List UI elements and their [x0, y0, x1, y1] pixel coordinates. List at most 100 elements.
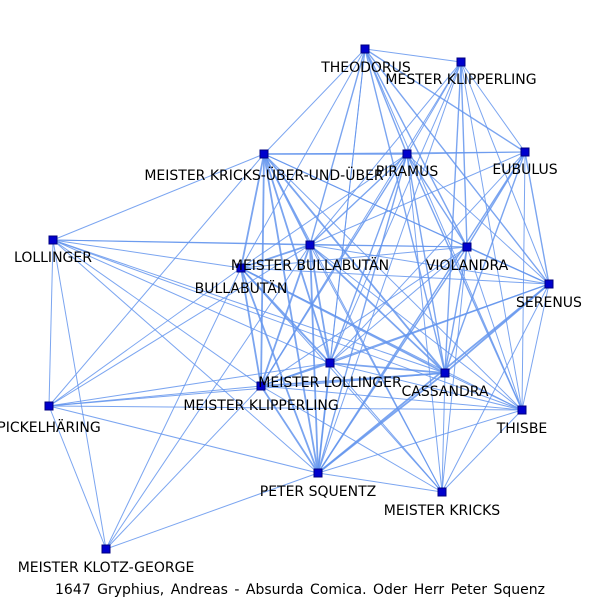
edge-theodorus-eubulus — [364, 48, 526, 153]
edge-bullabutaen-thisbe — [240, 267, 523, 411]
edge-pirmus-bullabutaen — [240, 153, 408, 269]
node-eubulus — [520, 147, 530, 157]
node-label-squentz: PETER SQUENTZ — [260, 484, 376, 500]
edge-lollinger-bullabutaen — [52, 239, 242, 269]
edge-eubulus-serenus — [524, 151, 550, 285]
node-label-theodorus: THEODORUS — [320, 60, 411, 76]
edge-thisbe-kricks — [441, 409, 523, 493]
edge-theodorus-mester_klipperling — [364, 48, 462, 63]
node-label-lollinger: LOLLINGER — [14, 250, 92, 266]
edge-lollinger_m-kricks — [329, 362, 443, 493]
node-layer — [44, 44, 554, 554]
edge-mester_klipperling-squentz — [317, 61, 462, 474]
edge-theodorus-kricks_ueber — [263, 48, 366, 155]
edge-pirmus-lollinger_m — [329, 153, 408, 364]
node-mester_klipperling — [456, 57, 466, 67]
edge-bullabutaen_m-violandra — [309, 244, 468, 248]
node-squentz — [313, 468, 323, 478]
edge-bullabutaen_m-thisbe — [309, 244, 523, 411]
node-kricks — [437, 487, 447, 497]
edge-lollinger-klipperling_m — [52, 239, 262, 387]
edge-serenus-klipperling_m — [260, 283, 550, 387]
node-klotz — [101, 544, 111, 554]
node-label-cassandra: CASSANDRA — [402, 384, 489, 400]
node-label-pirmus: PIRAMUS — [376, 164, 439, 180]
node-serenus — [544, 279, 554, 289]
node-theodorus — [360, 44, 370, 54]
edge-kricks_ueber-lollinger_m — [263, 153, 331, 364]
edge-kricks_ueber-klipperling_m — [260, 153, 265, 387]
node-pirmus — [402, 149, 412, 159]
edge-mester_klipperling-eubulus — [460, 61, 526, 153]
edge-squentz-thisbe — [317, 409, 523, 474]
edge-theodorus-cassandra — [364, 48, 446, 374]
edge-klipperling_m-squentz — [260, 385, 319, 474]
node-label-serenus: SERENUS — [516, 295, 582, 311]
edge-theodorus-violandra — [364, 48, 468, 248]
edge-klipperling_m-thisbe — [260, 385, 523, 411]
node-label-eubulus: EUBULUS — [492, 162, 557, 178]
edge-kricks_ueber-cassandra — [263, 153, 446, 374]
edge-lollinger-lollinger_m — [52, 239, 331, 364]
edge-klipperling_m-klotz — [105, 385, 262, 550]
edge-bullabutaen-serenus — [240, 267, 550, 285]
edge-squentz-kricks — [317, 472, 443, 493]
edge-kricks_ueber-bullabutaen — [240, 153, 265, 269]
edge-bullabutaen_m-klotz — [105, 244, 311, 550]
edge-lollinger_m-thisbe — [329, 362, 523, 411]
node-label-kricks: MEISTER KRICKS — [384, 503, 501, 519]
edge-lollinger-pickelhaering — [48, 239, 54, 407]
edge-bullabutaen_m-pickelhaering — [48, 244, 311, 407]
edge-eubulus-kricks_ueber — [263, 151, 526, 155]
node-violandra — [462, 242, 472, 252]
edge-theodorus-serenus — [364, 48, 550, 285]
edge-klipperling_m-kricks — [260, 385, 443, 493]
edge-lollinger-klotz — [52, 239, 107, 550]
node-cassandra — [440, 368, 450, 378]
node-label-klipperling_m: MEISTER KLIPPERLING — [183, 398, 338, 414]
edge-serenus-kricks — [441, 283, 550, 493]
edge-theodorus-bullabutaen — [240, 48, 366, 269]
edge-pickelhaering-squentz — [48, 405, 319, 474]
edge-pirmus-violandra — [406, 153, 468, 248]
edge-layer — [48, 48, 550, 550]
node-label-thisbe: THISBE — [496, 421, 548, 437]
edge-kricks_ueber-pickelhaering — [48, 153, 265, 407]
edge-bullabutaen_m-bullabutaen — [240, 244, 311, 269]
edge-violandra-lollinger_m — [329, 246, 468, 364]
edge-theodorus-bullabutaen_m — [309, 48, 366, 246]
edge-cassandra-squentz — [317, 372, 446, 474]
node-label-bullabutaen_m: MEISTER BULLABUTÄN — [231, 256, 389, 274]
edge-violandra-bullabutaen — [240, 246, 468, 269]
edge-pickelhaering-thisbe — [48, 405, 523, 411]
node-pickelhaering — [44, 401, 54, 411]
edge-pickelhaering-klotz — [48, 405, 107, 550]
node-label-lollinger_m: MEISTER LOLLINGER — [258, 375, 402, 391]
edge-bullabutaen_m-cassandra — [309, 244, 446, 374]
edge-bullabutaen_m-kricks — [309, 244, 443, 493]
node-kricks_ueber — [259, 149, 269, 159]
node-bullabutaen — [236, 263, 246, 273]
edge-violandra-klipperling_m — [260, 246, 468, 387]
edge-kricks_ueber-squentz — [263, 153, 319, 474]
node-bullabutaen_m — [305, 240, 315, 250]
edge-pirmus-klipperling_m — [260, 153, 408, 387]
edge-kricks_ueber-thisbe — [263, 153, 523, 411]
node-label-bullabutaen: BULLABUTÄN — [195, 279, 288, 297]
edge-squentz-klotz — [105, 472, 319, 550]
edge-serenus-thisbe — [521, 283, 550, 411]
node-label-pickelhaering: PICKELHÄRING — [0, 418, 101, 436]
edge-cassandra-pickelhaering — [48, 372, 446, 407]
edge-thisbe-lollinger — [52, 239, 523, 411]
edge-pirmus-kricks — [406, 153, 443, 493]
edge-pirmus-thisbe — [406, 153, 523, 411]
edge-pirmus-serenus — [406, 153, 550, 285]
node-lollinger_m — [325, 358, 335, 368]
edge-bullabutaen_m-serenus — [309, 244, 550, 285]
edge-pirmus-squentz — [317, 153, 408, 474]
node-klipperling_m — [256, 381, 266, 391]
edge-lollinger-cassandra — [52, 239, 446, 374]
node-lollinger — [48, 235, 58, 245]
node-thisbe — [517, 405, 527, 415]
